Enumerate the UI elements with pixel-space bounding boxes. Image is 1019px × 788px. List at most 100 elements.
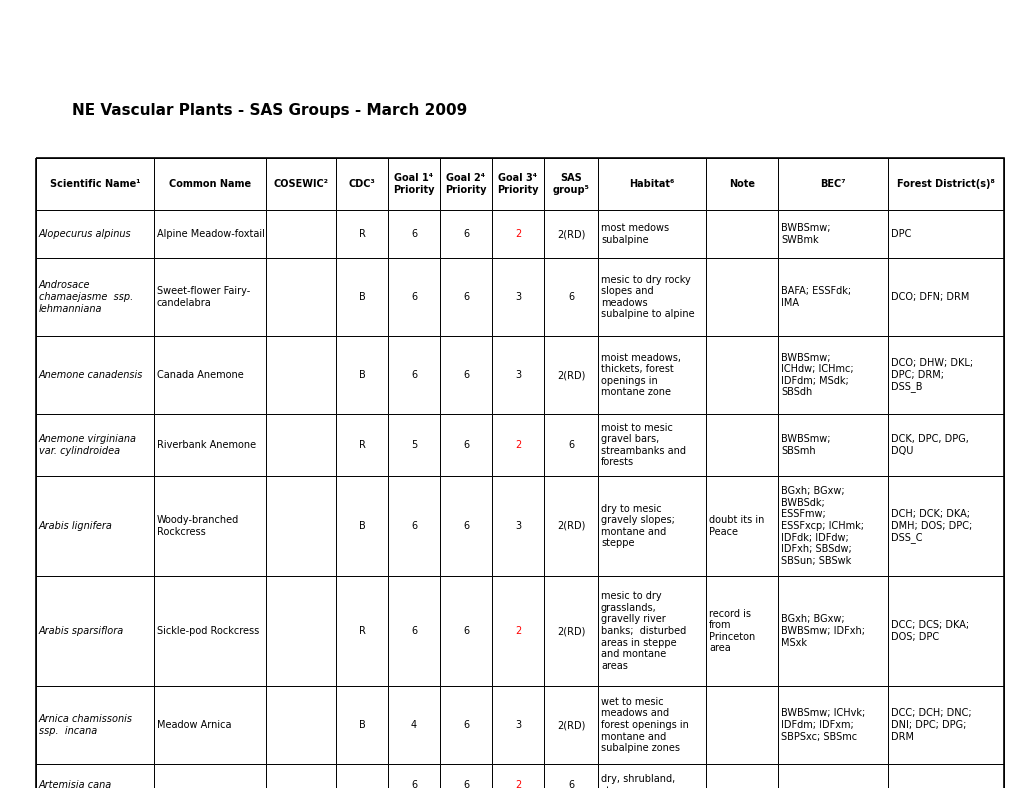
- Bar: [387, 336, 439, 414]
- Bar: [154, 576, 266, 686]
- Bar: [335, 158, 387, 210]
- Bar: [335, 764, 387, 788]
- Text: B: B: [359, 521, 365, 531]
- Text: R: R: [359, 229, 365, 239]
- Bar: [777, 764, 888, 788]
- Text: moist to mesic
gravel bars,
streambanks and
forests: moist to mesic gravel bars, streambanks …: [600, 422, 686, 467]
- Text: Arabis sparsiflora: Arabis sparsiflora: [39, 626, 124, 636]
- Bar: [36, 414, 154, 476]
- Text: 2: 2: [515, 440, 521, 450]
- Bar: [705, 476, 777, 576]
- Bar: [266, 158, 335, 210]
- Text: Arnica chamissonis
ssp.  incana: Arnica chamissonis ssp. incana: [39, 714, 132, 736]
- Bar: [705, 258, 777, 336]
- Bar: [597, 414, 705, 476]
- Bar: [387, 476, 439, 576]
- Bar: [543, 686, 597, 764]
- Text: SAS
group⁵: SAS group⁵: [552, 173, 589, 195]
- Text: DCC; DCH; DNC;
DNI; DPC; DPG;
DRM: DCC; DCH; DNC; DNI; DPC; DPG; DRM: [891, 708, 971, 742]
- Text: R: R: [359, 626, 365, 636]
- Text: 3: 3: [515, 521, 521, 531]
- Bar: [888, 210, 1003, 258]
- Text: 6: 6: [463, 440, 469, 450]
- Text: 6: 6: [568, 440, 574, 450]
- Text: 2(RD): 2(RD): [556, 521, 585, 531]
- Text: most medows
subalpine: most medows subalpine: [600, 223, 668, 245]
- Text: 6: 6: [463, 229, 469, 239]
- Bar: [597, 336, 705, 414]
- Text: Goal 2⁴
Priority: Goal 2⁴ Priority: [445, 173, 486, 195]
- Text: BWBSmw;
SBSmh: BWBSmw; SBSmh: [781, 434, 829, 455]
- Text: Scientific Name¹: Scientific Name¹: [50, 179, 141, 189]
- Bar: [491, 210, 543, 258]
- Bar: [777, 476, 888, 576]
- Bar: [888, 158, 1003, 210]
- Text: Anemone virginiana
var. cylindroidea: Anemone virginiana var. cylindroidea: [39, 434, 137, 455]
- Text: Woody-branched
Rockcress: Woody-branched Rockcress: [157, 515, 239, 537]
- Bar: [597, 258, 705, 336]
- Bar: [705, 158, 777, 210]
- Text: BGxh; BGxw;
BWBSmw; IDFxh;
MSxk: BGxh; BGxw; BWBSmw; IDFxh; MSxk: [781, 615, 864, 648]
- Bar: [439, 336, 491, 414]
- Text: Alopecurus alpinus: Alopecurus alpinus: [39, 229, 131, 239]
- Text: BGxh; BGxw;
BWBSdk;
ESSFmw;
ESSFxcp; ICHmk;
IDFdk; IDFdw;
IDFxh; SBSdw;
SBSun; S: BGxh; BGxw; BWBSdk; ESSFmw; ESSFxcp; ICH…: [781, 486, 863, 566]
- Bar: [266, 476, 335, 576]
- Text: 6: 6: [411, 229, 417, 239]
- Bar: [154, 258, 266, 336]
- Text: Androsace
chamaejasme  ssp.
lehmanniana: Androsace chamaejasme ssp. lehmanniana: [39, 281, 133, 314]
- Text: CDC³: CDC³: [348, 179, 375, 189]
- Bar: [36, 158, 154, 210]
- Bar: [439, 414, 491, 476]
- Bar: [36, 576, 154, 686]
- Text: Common Name: Common Name: [169, 179, 251, 189]
- Bar: [543, 158, 597, 210]
- Text: 3: 3: [515, 720, 521, 730]
- Bar: [387, 576, 439, 686]
- Bar: [491, 158, 543, 210]
- Bar: [439, 258, 491, 336]
- Text: 6: 6: [411, 292, 417, 302]
- Text: Sweet-flower Fairy-
candelabra: Sweet-flower Fairy- candelabra: [157, 286, 250, 308]
- Text: BWBSmw;
SWBmk: BWBSmw; SWBmk: [781, 223, 829, 245]
- Text: record is
from
Princeton
area: record is from Princeton area: [708, 608, 754, 653]
- Text: Note: Note: [729, 179, 754, 189]
- Text: 6: 6: [411, 370, 417, 380]
- Text: 6: 6: [463, 370, 469, 380]
- Bar: [154, 158, 266, 210]
- Text: 2: 2: [515, 780, 521, 788]
- Bar: [387, 686, 439, 764]
- Bar: [491, 476, 543, 576]
- Bar: [777, 576, 888, 686]
- Bar: [705, 764, 777, 788]
- Text: Meadow Arnica: Meadow Arnica: [157, 720, 231, 730]
- Text: moist meadows,
thickets, forest
openings in
montane zone: moist meadows, thickets, forest openings…: [600, 352, 681, 397]
- Bar: [387, 414, 439, 476]
- Bar: [597, 764, 705, 788]
- Bar: [266, 258, 335, 336]
- Bar: [266, 686, 335, 764]
- Bar: [543, 210, 597, 258]
- Text: 2(RD): 2(RD): [556, 720, 585, 730]
- Text: B: B: [359, 292, 365, 302]
- Text: 2: 2: [515, 229, 521, 239]
- Text: DPC: DPC: [891, 229, 911, 239]
- Bar: [543, 258, 597, 336]
- Text: Anemone canadensis: Anemone canadensis: [39, 370, 144, 380]
- Text: Canada Anemone: Canada Anemone: [157, 370, 244, 380]
- Text: DCC; DCS; DKA;
DOS; DPC: DCC; DCS; DKA; DOS; DPC: [891, 620, 968, 641]
- Text: NE Vascular Plants - SAS Groups - March 2009: NE Vascular Plants - SAS Groups - March …: [72, 102, 467, 117]
- Bar: [439, 764, 491, 788]
- Bar: [597, 686, 705, 764]
- Bar: [266, 764, 335, 788]
- Text: Alpine Meadow-foxtail: Alpine Meadow-foxtail: [157, 229, 265, 239]
- Text: Arabis lignifera: Arabis lignifera: [39, 521, 113, 531]
- Bar: [36, 476, 154, 576]
- Bar: [777, 686, 888, 764]
- Bar: [387, 764, 439, 788]
- Text: R: R: [359, 440, 365, 450]
- Text: 5: 5: [411, 440, 417, 450]
- Bar: [36, 158, 1003, 788]
- Bar: [543, 764, 597, 788]
- Bar: [705, 336, 777, 414]
- Text: Sickle-pod Rockcress: Sickle-pod Rockcress: [157, 626, 259, 636]
